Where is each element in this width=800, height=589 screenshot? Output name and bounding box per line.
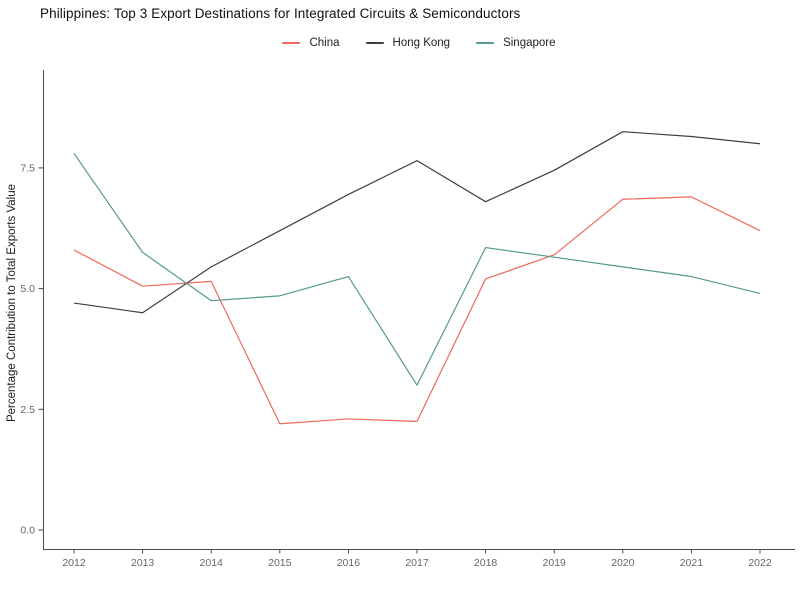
legend-line-swatch-hong-kong: [365, 42, 384, 44]
x-tick-label: 2019: [543, 557, 567, 569]
legend-line-swatch-china: [282, 42, 301, 44]
x-tick-label: 2012: [62, 557, 86, 569]
legend-label-hong-kong: Hong Kong: [392, 37, 451, 49]
x-tick-label: 2021: [680, 557, 704, 569]
y-tick-label: 7.5: [20, 162, 35, 174]
line-singapore: [73, 153, 761, 386]
line-china: [73, 196, 761, 425]
legend: China Hong Kong Singapore: [43, 37, 795, 49]
line-hong-kong: [73, 131, 761, 314]
x-tick-label: 2013: [131, 557, 155, 569]
legend-item-hong-kong: Hong Kong: [365, 37, 451, 49]
x-tick-label: 2022: [748, 557, 772, 569]
legend-label-china: China: [309, 37, 340, 49]
y-axis-title: Percentage Contribution to Total Exports…: [6, 184, 18, 422]
legend-label-singapore: Singapore: [503, 37, 556, 49]
x-tick-label: 2016: [337, 557, 361, 569]
x-tick-label: 2014: [200, 557, 224, 569]
x-tick-label: 2015: [268, 557, 292, 569]
x-tick-label: 2017: [405, 557, 429, 569]
x-tick-label: 2018: [474, 557, 498, 569]
y-tick-label: 2.5: [20, 404, 35, 416]
legend-item-singapore: Singapore: [476, 37, 556, 49]
axis-ticks: 0.0 2.5 5.0 7.5 2012 2013 2014 2015 2016 2017 2018…: [20, 162, 771, 569]
y-tick-label: 5.0: [20, 283, 35, 295]
chart-title: Philippines: Top 3 Export Destinations f…: [40, 6, 521, 21]
y-tick-label: 0.0: [20, 525, 35, 537]
data-series: [73, 131, 761, 425]
legend-item-china: China: [282, 37, 340, 49]
x-tick-label: 2020: [611, 557, 635, 569]
legend-line-swatch-singapore: [476, 42, 495, 44]
